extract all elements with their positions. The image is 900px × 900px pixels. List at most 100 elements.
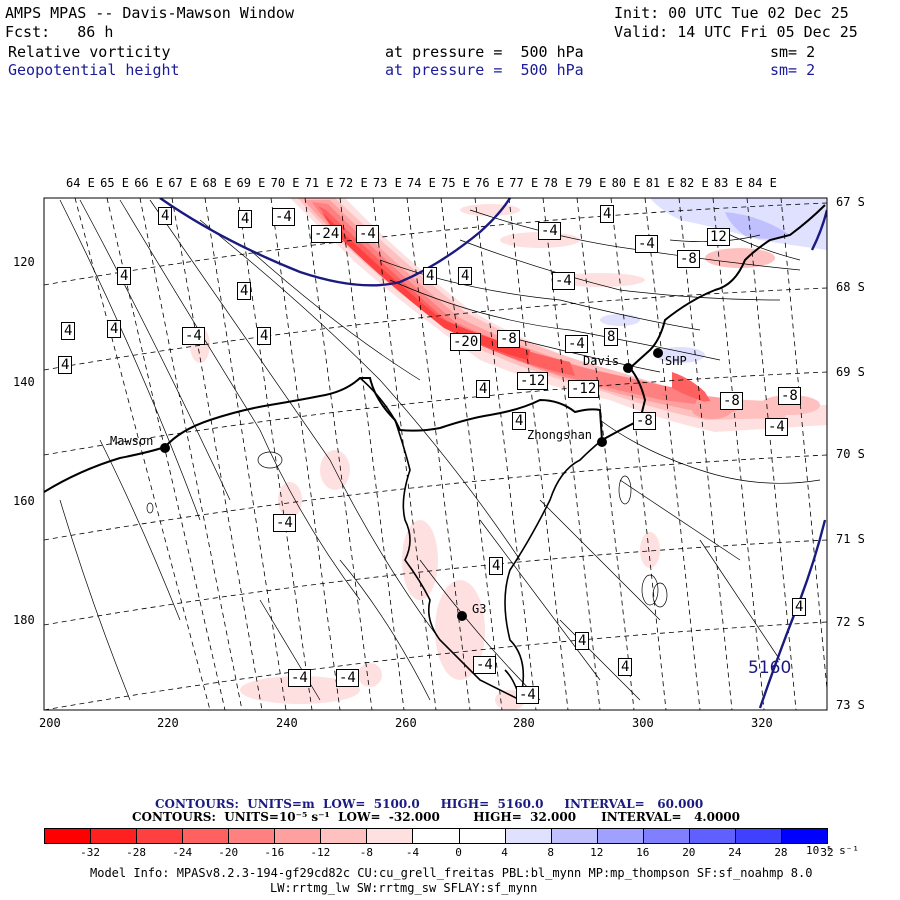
vorticity-contour-info: CONTOURS: UNITS=10⁻⁵ s⁻¹ LOW= -32.000 HI… (132, 810, 740, 824)
colorbar-label: 0 (455, 846, 462, 859)
longitude-label: 72 E (338, 176, 368, 190)
model-info-line2: LW:rrtmg_lw SW:rrtmg_sw SFLAY:sf_mynn (270, 881, 538, 895)
colorbar-label: -12 (310, 846, 331, 859)
field2-smoothing: sm= 2 (770, 61, 816, 79)
colorbar-label: -16 (264, 846, 285, 859)
basin-boundary (359, 377, 603, 702)
y-tick-label: 180 (13, 613, 35, 627)
height-contour-label: 5160 (748, 658, 792, 678)
g3-label: G3 (472, 602, 487, 616)
longitude-label: 69 E (236, 176, 266, 190)
latitude-label: 72 S (836, 615, 865, 629)
colorbar-segment (320, 828, 368, 844)
longitude-label: 65 E (100, 176, 129, 190)
longitude-label: 83 E (713, 176, 743, 190)
colorbar-segment (274, 828, 322, 844)
davis-station-dot (623, 363, 633, 373)
colorbar-segment (780, 828, 828, 844)
contour-value-label: 4 (107, 320, 122, 338)
latitude-label: 71 S (836, 532, 865, 546)
plot-title: AMPS MPAS -- Davis-Mawson Window (5, 4, 294, 22)
contour-value-label: -4 (182, 327, 205, 345)
contour-value-label: 8 (604, 328, 619, 346)
contour-value-label: 4 (600, 205, 615, 223)
colorbar-label: 24 (728, 846, 742, 859)
longitude-label: 71 E (304, 176, 334, 190)
contour-value-label: -4 (538, 222, 561, 240)
colorbar-units: 10⁻⁵ s⁻¹ (806, 844, 859, 857)
contour-value-label: -4 (288, 669, 311, 687)
longitude-label: 76 E (475, 176, 505, 190)
y-tick-label: 120 (13, 255, 35, 269)
valid-time: Valid: 14 UTC Fri 05 Dec 25 (614, 23, 858, 41)
latitude-label: 70 S (836, 447, 865, 461)
colorbar-label: 20 (682, 846, 696, 859)
zhongshan-label: Zhongshan (527, 428, 593, 442)
longitude-label: 77 E (509, 176, 539, 190)
colorbar-segment (412, 828, 460, 844)
contour-value-label: -20 (450, 333, 482, 351)
coastline (44, 204, 826, 493)
colorbar-label: 32 (820, 846, 834, 859)
contour-value-label: -8 (633, 412, 656, 430)
contour-value-label: -4 (473, 656, 496, 674)
contour-value-label: 4 (61, 322, 76, 340)
g3-station-dot (457, 611, 467, 621)
contour-value-label: -4 (765, 418, 788, 436)
colorbar-segment (44, 828, 92, 844)
contour-value-label: -4 (273, 514, 296, 532)
latitude-label: 73 S (836, 698, 865, 712)
model-info-line1: Model Info: MPASv8.2.3-194-gf29cd82c CU:… (90, 866, 813, 880)
colorbar-label: 4 (501, 846, 508, 859)
colorbar-label: 8 (547, 846, 554, 859)
contour-value-label: 4 (489, 557, 504, 575)
contour-value-label: 4 (476, 380, 491, 398)
field1-smoothing: sm= 2 (770, 43, 816, 61)
contour-value-label: -4 (516, 686, 539, 704)
longitude-label: 68 E (202, 176, 232, 190)
colorbar-segment (550, 828, 598, 844)
colorbar-label: 16 (636, 846, 650, 859)
colorbar-segment (688, 828, 736, 844)
colorbar-segment (734, 828, 782, 844)
x-tick-label: 240 (276, 716, 298, 730)
contour-value-label: -8 (497, 330, 520, 348)
contour-value-label: -8 (720, 392, 743, 410)
shp-label: SHP (665, 354, 687, 368)
contour-value-label: -8 (677, 250, 700, 268)
longitude-label: 81 E (645, 176, 675, 190)
y-tick-label: 140 (13, 375, 35, 389)
colorbar-label: 28 (774, 846, 788, 859)
contour-value-label: -8 (778, 387, 801, 405)
contour-value-label: 4 (158, 207, 173, 225)
x-tick-label: 200 (39, 716, 61, 730)
longitude-label: 75 E (441, 176, 470, 190)
zhongshan-station-dot (597, 437, 607, 447)
field1-name: Relative vorticity (8, 43, 171, 61)
contour-value-label: -4 (552, 272, 575, 290)
colorbar-segment (596, 828, 644, 844)
mawson-label: Mawson (110, 434, 154, 448)
contour-value-label: -4 (565, 335, 588, 353)
contour-value-label: 4 (117, 267, 132, 285)
colorbar-segment (642, 828, 690, 844)
longitude-label: 78 E (543, 176, 573, 190)
x-tick-label: 320 (751, 716, 773, 730)
contour-value-label: 4 (257, 327, 272, 345)
init-time: Init: 00 UTC Tue 02 Dec 25 (614, 4, 849, 22)
graticule (44, 198, 827, 710)
field2-level: at pressure = 500 hPa (385, 61, 584, 79)
latitude-label: 68 S (836, 280, 865, 294)
longitude-label: 67 E (168, 176, 198, 190)
colorbar-segment (458, 828, 506, 844)
x-tick-label: 260 (395, 716, 417, 730)
contour-value-label: 4 (512, 412, 527, 430)
shp-station-dot (653, 348, 663, 358)
davis-label: Davis (583, 354, 620, 368)
colorbar-label: -8 (359, 846, 374, 859)
y-tick-label: 160 (13, 494, 35, 508)
colorbar-label: -4 (405, 846, 420, 859)
longitude-label: 74 E (407, 176, 436, 190)
contour-value-label: -12 (568, 380, 600, 398)
